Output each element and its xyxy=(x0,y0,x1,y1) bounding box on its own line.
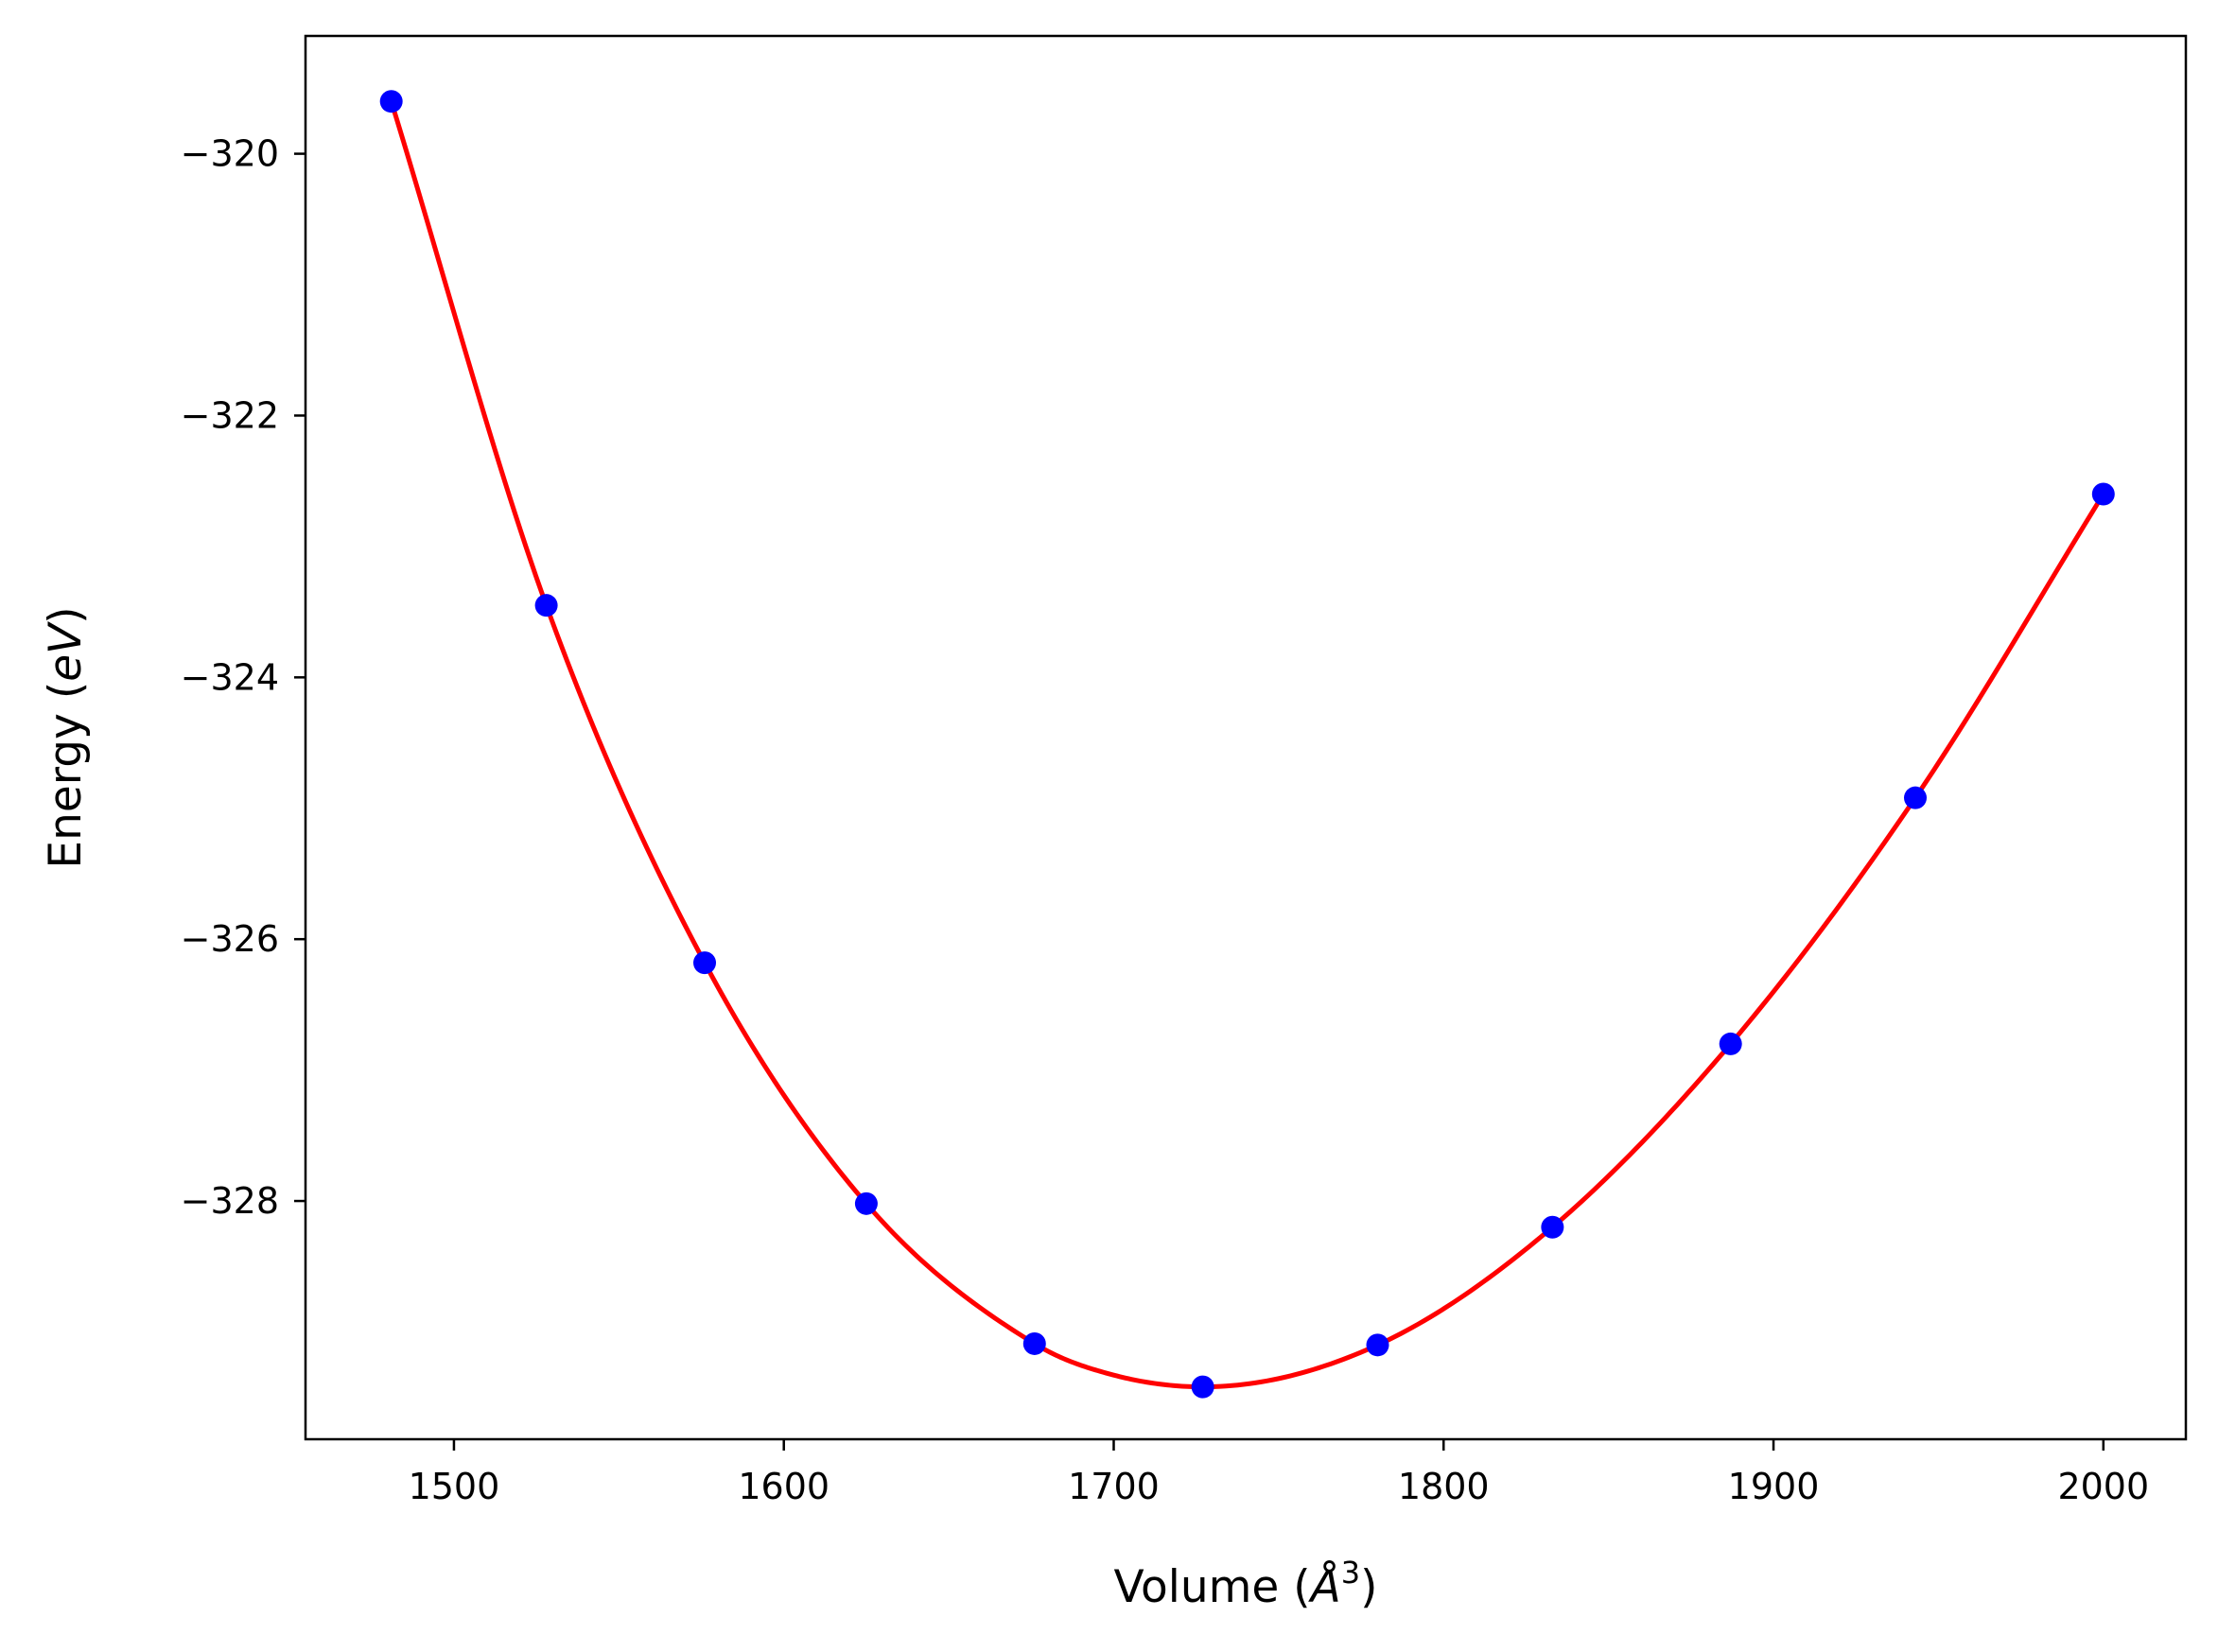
fit-curve-layer xyxy=(389,100,2105,1390)
y-axis-label: Energy (eV) xyxy=(40,606,92,868)
data-point xyxy=(854,1191,878,1215)
y-axis-ticks: −320 −322 −324 −326 −328 xyxy=(181,133,306,1222)
fit-curve xyxy=(389,100,2105,1390)
x-tick-label: 1500 xyxy=(409,1466,500,1507)
x-axis-label-symbol: Å xyxy=(1308,1561,1341,1613)
x-axis-label-exponent: 3 xyxy=(1341,1555,1360,1591)
data-point xyxy=(1022,1331,1046,1355)
y-tick-label: −328 xyxy=(181,1180,279,1222)
x-axis-label-text: Volume ( xyxy=(1114,1561,1311,1613)
y-tick-label: −320 xyxy=(181,133,279,175)
y-tick-label: −324 xyxy=(181,656,279,698)
data-point xyxy=(1541,1215,1564,1239)
data-point xyxy=(1719,1032,1742,1055)
x-axis-label: Volume (Å3) xyxy=(1114,1555,1378,1613)
x-tick-label: 1600 xyxy=(738,1466,830,1507)
x-tick-label: 1900 xyxy=(1728,1466,1820,1507)
y-axis-label-close: ) xyxy=(40,606,92,623)
data-point xyxy=(1366,1333,1389,1357)
y-axis-label-text: Energy ( xyxy=(40,682,92,869)
x-axis-label-close: ) xyxy=(1360,1561,1377,1613)
plot-frame xyxy=(304,34,2188,1441)
x-tick-label: 2000 xyxy=(2057,1466,2149,1507)
y-axis-label-unit: eV xyxy=(40,621,92,682)
data-point xyxy=(534,594,558,617)
data-point xyxy=(693,951,717,975)
data-point xyxy=(379,90,403,113)
y-tick-label: −322 xyxy=(181,394,279,436)
x-axis-ticks: 1500 1600 1700 1800 1900 2000 xyxy=(409,1439,2149,1507)
data-point xyxy=(1191,1375,1214,1399)
x-tick-label: 1700 xyxy=(1068,1466,1160,1507)
y-tick-label: −326 xyxy=(181,918,279,960)
data-point xyxy=(1904,786,1928,809)
data-points-layer xyxy=(379,90,2115,1399)
x-tick-label: 1800 xyxy=(1398,1466,1490,1507)
data-point xyxy=(2091,482,2115,506)
